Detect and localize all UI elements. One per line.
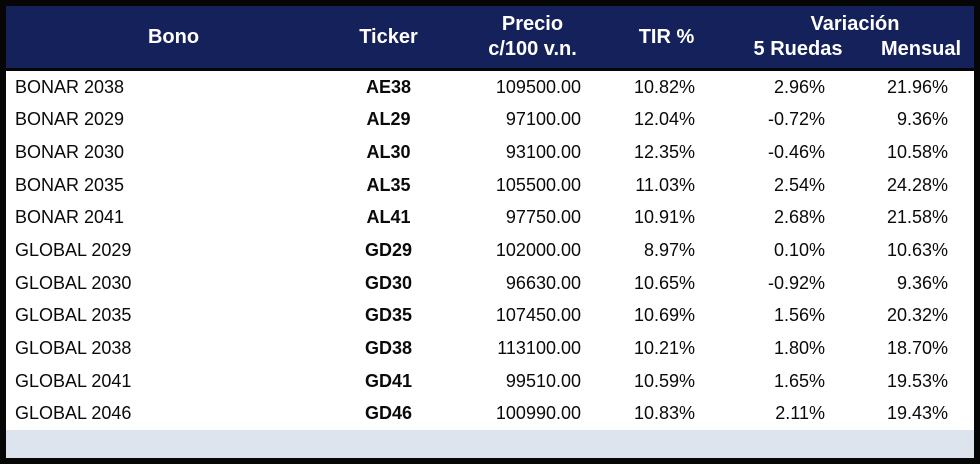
column-header-bono: Bono (6, 6, 341, 68)
column-header-tir: TIR % (601, 6, 716, 68)
change-mensual-cell: 18.70% (886, 337, 948, 358)
column-header-precio-line2: c/100 v.n. (488, 38, 577, 60)
bond-name-cell: GLOBAL 2041 (15, 370, 132, 391)
bond-name-cell: GLOBAL 2030 (15, 272, 132, 293)
table-row: GLOBAL 2030 GD30 96630.00 10.65% -0.92% … (6, 267, 974, 300)
change-mensual-cell: 24.28% (886, 174, 948, 195)
price-cell: 97750.00 (505, 207, 581, 228)
tir-cell: 10.69% (633, 305, 695, 326)
change-mensual-cell: 19.53% (886, 370, 948, 391)
bond-name-cell: BONAR 2041 (15, 207, 125, 228)
variacion-subheaders: 5 Ruedas Mensual (716, 37, 974, 62)
bond-name-cell: BONAR 2038 (15, 76, 125, 97)
change-5-ruedas-cell: -0.92% (767, 272, 825, 293)
ticker-cell: AE38 (365, 76, 412, 97)
ticker-cell: AL35 (366, 174, 411, 195)
ticker-cell: GD29 (364, 240, 413, 261)
tir-cell: 10.59% (633, 370, 695, 391)
column-header-5-ruedas: 5 Ruedas (753, 38, 843, 60)
bond-name-cell: GLOBAL 2046 (15, 403, 132, 424)
tir-cell: 10.82% (633, 76, 695, 97)
column-header-variacion-group: Variación 5 Ruedas Mensual (716, 6, 974, 68)
tir-cell: 10.83% (633, 403, 695, 424)
column-header-variacion: Variación (810, 13, 900, 35)
header-divider (6, 68, 974, 71)
change-mensual-cell: 20.32% (886, 305, 948, 326)
column-header-mensual: Mensual (880, 38, 962, 60)
bond-name-cell: GLOBAL 2029 (15, 240, 132, 261)
bond-name-cell: BONAR 2029 (15, 109, 125, 130)
table-row: GLOBAL 2038 GD38 113100.00 10.21% 1.80% … (6, 332, 974, 365)
ticker-cell: AL29 (366, 109, 411, 130)
price-cell: 109500.00 (495, 76, 581, 97)
price-cell: 107450.00 (495, 305, 581, 326)
price-cell: 99510.00 (505, 370, 581, 391)
price-cell: 105500.00 (495, 174, 581, 195)
column-header-ticker: Ticker (341, 6, 436, 68)
change-mensual-cell: 21.96% (886, 76, 948, 97)
footer-strip (6, 430, 974, 458)
ticker-cell: AL41 (366, 207, 411, 228)
price-cell: 97100.00 (505, 109, 581, 130)
bond-name-cell: BONAR 2030 (15, 142, 125, 163)
table-row: GLOBAL 2041 GD41 99510.00 10.59% 1.65% 1… (6, 365, 974, 398)
change-mensual-cell: 21.58% (886, 207, 948, 228)
ticker-cell: GD30 (364, 272, 413, 293)
ticker-cell: GD41 (364, 370, 413, 391)
ticker-cell: GD35 (364, 305, 413, 326)
table-row: BONAR 2041 AL41 97750.00 10.91% 2.68% 21… (6, 202, 974, 235)
tir-cell: 8.97% (643, 240, 695, 261)
bond-name-cell: GLOBAL 2035 (15, 305, 132, 326)
tir-cell: 10.65% (633, 272, 695, 293)
table-row: GLOBAL 2029 GD29 102000.00 8.97% 0.10% 1… (6, 234, 974, 267)
tir-cell: 12.35% (633, 142, 695, 163)
table-row: BONAR 2035 AL35 105500.00 11.03% 2.54% 2… (6, 169, 974, 202)
table-header-row: Bono Ticker Precio c/100 v.n. TIR % Vari… (6, 6, 974, 68)
tir-cell: 10.91% (633, 207, 695, 228)
column-header-precio-line1: Precio (501, 13, 564, 35)
change-5-ruedas-cell: -0.46% (767, 142, 825, 163)
table-body: BONAR 2038 AE38 109500.00 10.82% 2.96% 2… (6, 71, 974, 430)
change-5-ruedas-cell: 1.80% (773, 337, 825, 358)
table-row: GLOBAL 2046 GD46 100990.00 10.83% 2.11% … (6, 397, 974, 430)
change-mensual-cell: 9.36% (896, 109, 948, 130)
ticker-cell: GD38 (364, 337, 413, 358)
tir-cell: 10.21% (633, 337, 695, 358)
table-row: BONAR 2038 AE38 109500.00 10.82% 2.96% 2… (6, 71, 974, 104)
column-header-ticker-label: Ticker (359, 25, 418, 48)
change-5-ruedas-cell: 2.54% (773, 174, 825, 195)
tir-cell: 11.03% (635, 174, 695, 195)
change-5-ruedas-cell: 2.96% (773, 76, 825, 97)
change-mensual-cell: 9.36% (896, 272, 948, 293)
table-row: BONAR 2029 AL29 97100.00 12.04% -0.72% 9… (6, 104, 974, 137)
table-row: BONAR 2030 AL30 93100.00 12.35% -0.46% 1… (6, 136, 974, 169)
price-cell: 113100.00 (497, 337, 581, 358)
change-mensual-cell: 10.63% (886, 240, 948, 261)
change-5-ruedas-cell: 1.56% (773, 305, 825, 326)
table-row: GLOBAL 2035 GD35 107450.00 10.69% 1.56% … (6, 299, 974, 332)
bond-name-cell: GLOBAL 2038 (15, 337, 132, 358)
ticker-cell: AL30 (366, 142, 411, 163)
bond-name-cell: BONAR 2035 (15, 174, 125, 195)
change-5-ruedas-cell: -0.72% (767, 109, 825, 130)
change-5-ruedas-cell: 2.68% (773, 207, 825, 228)
price-cell: 100990.00 (495, 403, 581, 424)
price-cell: 93100.00 (505, 142, 581, 163)
change-mensual-cell: 10.58% (886, 142, 948, 163)
tir-cell: 12.04% (633, 109, 695, 130)
column-header-tir-label: TIR % (638, 25, 695, 48)
change-5-ruedas-cell: 2.11% (775, 403, 825, 424)
column-header-bono-label: Bono (147, 25, 200, 48)
column-header-precio: Precio c/100 v.n. (436, 6, 601, 68)
change-5-ruedas-cell: 0.10% (773, 240, 825, 261)
price-cell: 96630.00 (505, 272, 581, 293)
price-cell: 102000.00 (495, 240, 581, 261)
change-mensual-cell: 19.43% (886, 403, 948, 424)
ticker-cell: GD46 (364, 403, 413, 424)
change-5-ruedas-cell: 1.65% (773, 370, 825, 391)
